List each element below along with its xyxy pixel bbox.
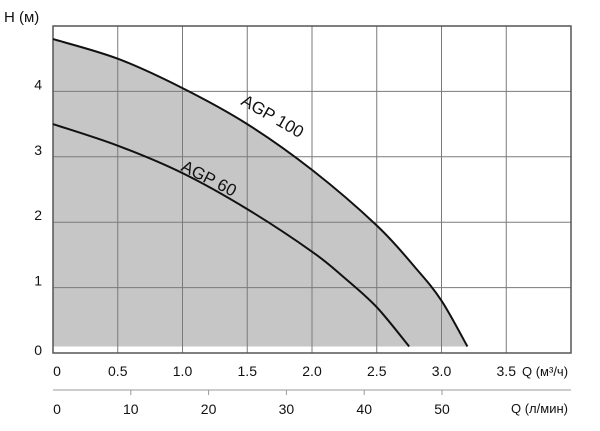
x-tick-label: 1.0: [173, 363, 193, 379]
x-tick-label: 0.5: [108, 363, 128, 379]
y-tick-label: 1: [34, 273, 42, 289]
y-tick-label: 4: [34, 76, 42, 92]
x2-tick-label: 40: [356, 401, 372, 417]
y-axis-label: H (м): [4, 9, 39, 26]
curve-agp-100: [52, 38, 469, 347]
x2-tick-label: 50: [434, 401, 450, 417]
x2-axis-label: Q (л/мин): [511, 401, 568, 416]
x2-tick-label: 10: [123, 401, 139, 417]
y-tick-label: 3: [34, 142, 42, 158]
x-tick-label: 0: [53, 363, 61, 379]
y-tick-label: 0: [34, 342, 42, 358]
x2-tick-label: 30: [279, 401, 295, 417]
x2-tick-label: 0: [53, 401, 61, 417]
curve-agp-60: [52, 123, 410, 348]
x-tick-label: 2.5: [367, 363, 387, 379]
x-tick-label: 3.5: [497, 363, 517, 379]
operating-area-fill: [53, 39, 468, 347]
x-axis-label: Q (м³/ч): [522, 364, 568, 379]
plot-frame: [52, 25, 572, 354]
x-tick-label: 1.5: [238, 363, 258, 379]
y-tick-label: 2: [34, 207, 42, 223]
x-tick-label: 2.0: [302, 363, 322, 379]
x2-tick-label: 20: [201, 401, 217, 417]
x-tick-label: 3.0: [432, 363, 452, 379]
